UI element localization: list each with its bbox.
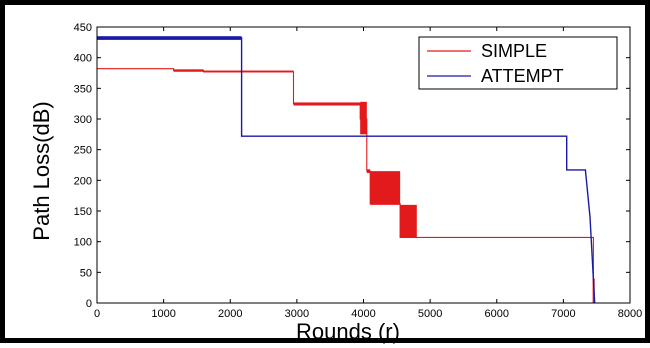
- legend-label-simple: SIMPLE: [481, 41, 547, 61]
- y-tick-label: 200: [74, 175, 92, 187]
- x-axis-label: Rounds (r): [296, 319, 400, 344]
- x-tick-label: 6000: [485, 308, 509, 320]
- legend: SIMPLE ATTEMPT: [418, 36, 618, 90]
- series-line-attempt: [97, 37, 596, 304]
- y-tick-label: 100: [74, 237, 92, 249]
- x-tick-label: 1000: [151, 308, 175, 320]
- x-tick-label: 5000: [418, 308, 442, 320]
- x-tick-label: 3000: [285, 308, 309, 320]
- y-tick-label: 50: [80, 267, 92, 279]
- x-tick-label: 2000: [218, 308, 242, 320]
- y-tick-label: 250: [74, 145, 92, 157]
- x-tick-label: 0: [94, 308, 100, 320]
- y-tick-label: 150: [74, 206, 92, 218]
- axes: 0 1000 2000 3000 4000 5000 6000 7000 8000 0 50 100 1…: [74, 22, 643, 320]
- series-line-simple: [97, 68, 594, 303]
- y-axis-label: Path Loss(dB): [29, 101, 54, 240]
- series-band-simple-5: [370, 171, 401, 205]
- y-tick-label: 400: [74, 53, 92, 65]
- x-tick-label: 8000: [618, 308, 642, 320]
- legend-label-attempt: ATTEMPT: [481, 66, 564, 86]
- x-tick-label: 4000: [351, 308, 375, 320]
- y-tick-label: 450: [74, 22, 92, 34]
- series-band-simple-3: [360, 101, 367, 135]
- series-band-simple-6: [400, 204, 417, 238]
- y-tick-label: 0: [86, 298, 92, 310]
- y-tick-label: 350: [74, 83, 92, 95]
- x-tick-label: 7000: [551, 308, 575, 320]
- plot-area: [97, 36, 596, 304]
- chart-svg: 0 1000 2000 3000 4000 5000 6000 7000 8000 0 50 100 1…: [29, 22, 643, 344]
- y-tick-label: 300: [74, 114, 92, 126]
